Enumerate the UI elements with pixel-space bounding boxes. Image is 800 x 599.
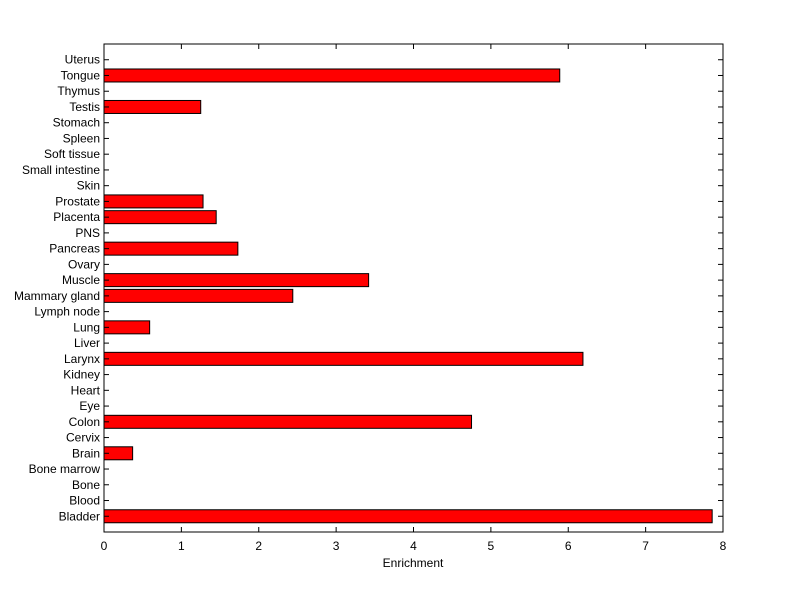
- x-tick-label: 1: [178, 539, 185, 553]
- x-tick-label: 7: [642, 539, 649, 553]
- y-tick-label: Heart: [71, 383, 101, 397]
- y-tick-label: Thymus: [57, 84, 100, 98]
- bar: [103, 68, 561, 83]
- y-tick-label: Testis: [69, 100, 100, 114]
- bar: [103, 320, 151, 335]
- x-tick-label: 6: [565, 539, 572, 553]
- x-tick-label: 3: [333, 539, 340, 553]
- x-tick-label: 0: [101, 539, 108, 553]
- y-tick-label: Cervix: [66, 431, 100, 445]
- y-tick-label: Placenta: [53, 210, 100, 224]
- bar: [103, 194, 204, 209]
- y-tick-label: Bladder: [59, 509, 100, 523]
- bar: [103, 351, 584, 366]
- y-tick-label: Soft tissue: [44, 147, 100, 161]
- y-tick-label: Bone marrow: [29, 462, 101, 476]
- bar: [103, 288, 294, 303]
- y-tick-label: Uterus: [65, 53, 100, 67]
- y-tick-label: Larynx: [64, 352, 100, 366]
- bar: [103, 414, 473, 429]
- bar: [103, 99, 202, 114]
- y-tick-label: Colon: [69, 415, 100, 429]
- bar: [103, 210, 217, 225]
- x-tick-label: 5: [488, 539, 495, 553]
- x-axis: 0 1 2 3 4 5 6 7 8: [101, 44, 727, 553]
- y-tick-label: Eye: [79, 399, 100, 413]
- y-tick-label: Prostate: [55, 194, 100, 208]
- x-tick-label: 2: [255, 539, 262, 553]
- plot-area: [104, 44, 723, 532]
- y-tick-label: Lymph node: [34, 305, 100, 319]
- y-tick-label: Small intestine: [22, 163, 100, 177]
- bar: [103, 273, 370, 288]
- bar: [103, 509, 713, 524]
- y-tick-label: Pancreas: [49, 242, 100, 256]
- y-tick-label: Bone: [72, 478, 100, 492]
- x-tick-label: 4: [410, 539, 417, 553]
- y-tick-label: Spleen: [63, 131, 100, 145]
- y-tick-label: Kidney: [63, 368, 100, 382]
- y-tick-label: Muscle: [62, 273, 100, 287]
- y-tick-label: Stomach: [53, 116, 100, 130]
- y-tick-label: Lung: [73, 320, 100, 334]
- y-tick-label: Brain: [72, 446, 100, 460]
- y-tick-label: Blood: [69, 494, 100, 508]
- y-tick-label: PNS: [75, 226, 100, 240]
- y-tick-label: Skin: [77, 179, 100, 193]
- bar: [103, 241, 239, 256]
- x-axis-label: Enrichment: [383, 556, 444, 570]
- y-tick-label: Ovary: [68, 257, 100, 271]
- y-tick-label: Tongue: [61, 68, 101, 82]
- x-tick-label: 8: [720, 539, 727, 553]
- y-tick-label: Mammary gland: [14, 289, 100, 303]
- y-tick-label: Liver: [74, 336, 100, 350]
